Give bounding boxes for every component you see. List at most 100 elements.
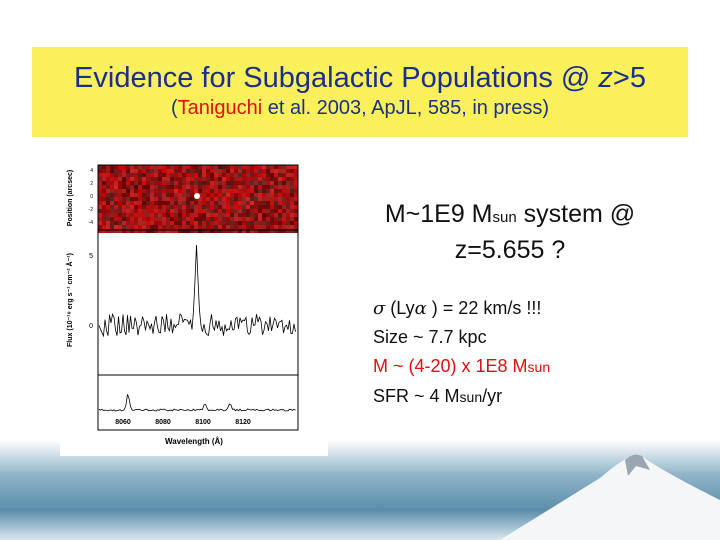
pixel — [158, 205, 162, 209]
pixel — [286, 221, 290, 225]
pixel — [194, 185, 198, 189]
pixel — [178, 181, 182, 185]
y-tick-label: 0 — [89, 323, 93, 330]
pixel — [134, 165, 138, 169]
pixel — [214, 189, 218, 193]
pixel — [206, 189, 210, 193]
pixel — [190, 185, 194, 189]
pixel — [194, 221, 198, 225]
pos-tick-label: 2 — [90, 181, 93, 187]
pixel — [270, 189, 274, 193]
pixel — [258, 169, 262, 173]
pixel — [290, 189, 294, 193]
pixel — [158, 193, 162, 197]
pixel — [198, 181, 202, 185]
pixel — [130, 209, 134, 213]
pixel — [262, 185, 266, 189]
pixel — [258, 205, 262, 209]
pixel — [130, 201, 134, 205]
pixel — [210, 229, 214, 233]
pixel — [286, 169, 290, 173]
pixel — [274, 225, 278, 229]
pixel — [290, 185, 294, 189]
pixel — [162, 165, 166, 169]
pixel — [114, 193, 118, 197]
pixel — [226, 197, 230, 201]
pixel — [206, 205, 210, 209]
pixel — [126, 213, 130, 217]
spectrum-figure: Position (arcsec) Flux (10⁻¹⁸ erg s⁻¹ cm… — [60, 160, 328, 456]
pixel — [238, 165, 242, 169]
pixel — [222, 225, 226, 229]
pixel — [242, 213, 246, 217]
pixel — [206, 221, 210, 225]
pixel — [198, 165, 202, 169]
pixel — [182, 173, 186, 177]
pixel — [226, 193, 230, 197]
pixel — [162, 205, 166, 209]
pixel — [186, 193, 190, 197]
pixel — [258, 201, 262, 205]
pixel — [278, 173, 282, 177]
pixel — [162, 189, 166, 193]
pixel — [266, 225, 270, 229]
pixel — [202, 173, 206, 177]
pixel — [118, 193, 122, 197]
pixel — [110, 193, 114, 197]
pixel — [194, 173, 198, 177]
pixel — [246, 209, 250, 213]
pixel — [274, 201, 278, 205]
pixel — [258, 197, 262, 201]
pixel — [278, 169, 282, 173]
pixel — [134, 169, 138, 173]
pixel — [110, 201, 114, 205]
pixel — [226, 217, 230, 221]
pixel — [218, 225, 222, 229]
pixel — [270, 193, 274, 197]
pixel — [166, 181, 170, 185]
pixel — [102, 197, 106, 201]
pixel — [226, 213, 230, 217]
pixel — [110, 225, 114, 229]
pixel — [194, 213, 198, 217]
pixel — [274, 213, 278, 217]
pixel — [270, 173, 274, 177]
pixel — [174, 193, 178, 197]
pixel — [114, 217, 118, 221]
x-tick-label: 8080 — [155, 419, 171, 426]
pixel — [150, 221, 154, 225]
pixel — [290, 205, 294, 209]
pixel — [198, 169, 202, 173]
pixel — [202, 177, 206, 181]
pixel — [170, 225, 174, 229]
pixel — [206, 201, 210, 205]
pixel — [206, 193, 210, 197]
pixel — [242, 193, 246, 197]
pixel — [270, 213, 274, 217]
alpha: α — [414, 298, 427, 319]
pixel — [254, 229, 258, 233]
pixel — [178, 185, 182, 189]
pixel — [294, 193, 298, 197]
pixel — [206, 197, 210, 201]
pixel — [162, 193, 166, 197]
pixel — [246, 229, 250, 233]
pixel — [98, 185, 102, 189]
pixel — [154, 181, 158, 185]
pixel — [130, 205, 134, 209]
pixel — [134, 225, 138, 229]
pixel — [198, 213, 202, 217]
pixel — [290, 225, 294, 229]
pixel — [190, 197, 194, 201]
pixel — [286, 217, 290, 221]
headline: M~1E9 Msun system @ z=5.655 ? — [360, 198, 660, 266]
pixel — [238, 201, 242, 205]
pixel — [158, 181, 162, 185]
pixel — [242, 177, 246, 181]
pixel — [238, 229, 242, 233]
pixel — [122, 201, 126, 205]
pixel — [258, 185, 262, 189]
pixel — [270, 217, 274, 221]
pixel — [242, 181, 246, 185]
pixel — [254, 185, 258, 189]
